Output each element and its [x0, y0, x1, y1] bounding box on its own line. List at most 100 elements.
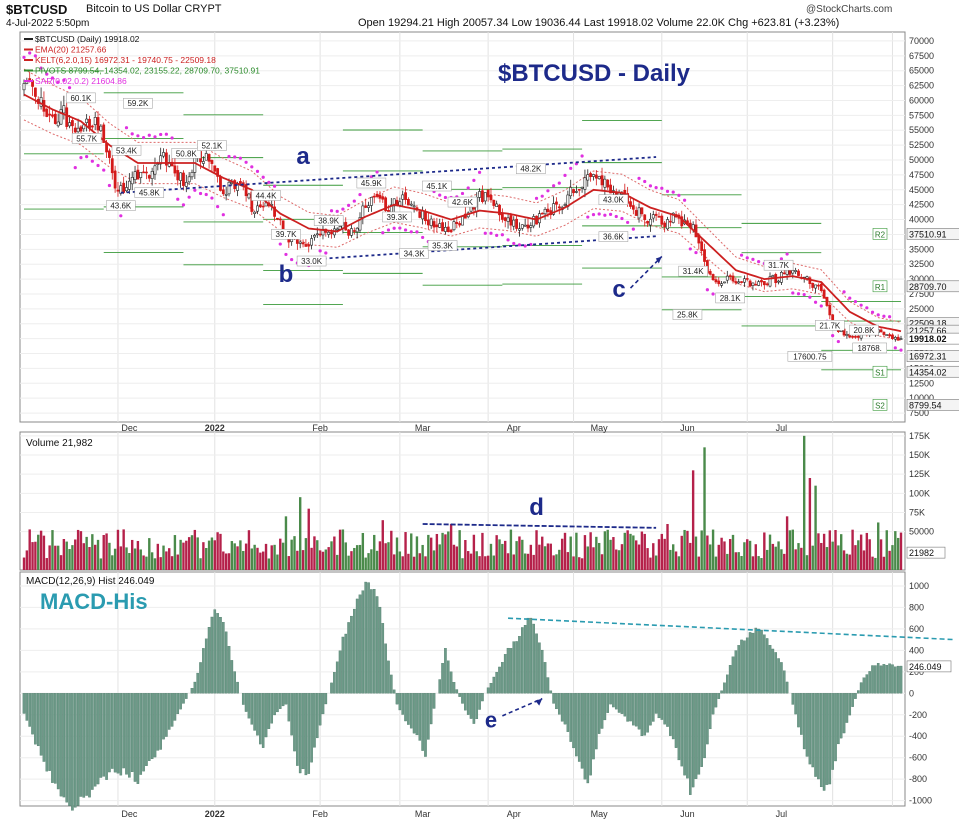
- volume-bar: [765, 549, 769, 570]
- volume-bar: [387, 542, 390, 570]
- candle-body: [122, 182, 126, 193]
- macd-hist-bar: [412, 693, 416, 734]
- volume-bar: [261, 551, 265, 570]
- macd-hist-bar: [401, 693, 404, 715]
- sar-dot: [261, 175, 265, 179]
- sar-dot: [198, 191, 203, 196]
- macd-hist-bar: [42, 693, 46, 762]
- volume-bar: [370, 549, 373, 570]
- candle-body: [728, 275, 732, 277]
- sar-dot: [688, 247, 692, 251]
- candle-body: [125, 187, 128, 192]
- right-price-label: 19918.02: [909, 334, 947, 344]
- sar-dot: [28, 51, 32, 55]
- candle-body: [136, 169, 140, 180]
- candle-body: [424, 211, 427, 222]
- volume-bar: [717, 544, 720, 570]
- macd-hist-bar: [378, 606, 382, 694]
- volume-bar: [299, 497, 302, 570]
- macd-hist-bar: [580, 693, 584, 769]
- volume-bar: [341, 529, 345, 570]
- volume-bar: [629, 533, 632, 570]
- candle-body: [896, 336, 900, 341]
- swing-label-box: [271, 228, 301, 240]
- macd-hist-bar: [119, 693, 123, 776]
- macd-hist-bar: [432, 693, 436, 709]
- macd-hist-bar: [854, 693, 857, 699]
- volume-bar: [415, 536, 419, 570]
- volume-bar: [392, 554, 396, 570]
- sar-dot: [796, 292, 801, 296]
- candle-body: [899, 338, 903, 340]
- macd-hist-bar: [671, 693, 675, 740]
- volume-y-tick-label: 150K: [909, 450, 930, 460]
- volume-bar: [464, 540, 467, 570]
- candle-body: [768, 276, 772, 287]
- sar-dot: [705, 288, 709, 292]
- macd-x-tick-label: May: [591, 809, 609, 819]
- candle-body: [836, 330, 840, 332]
- candle-body: [150, 171, 154, 179]
- sar-dot: [643, 179, 647, 184]
- sar-dot: [586, 215, 590, 219]
- macd-hist-bar: [210, 616, 214, 694]
- sar-dot: [620, 216, 624, 221]
- macd-hist-bar: [717, 693, 721, 699]
- swing-label: 45.8K: [139, 189, 161, 198]
- volume-bar: [714, 556, 718, 570]
- candle-body: [392, 198, 396, 207]
- candle-body: [133, 171, 137, 181]
- macd-hist-bar: [549, 690, 553, 694]
- sar-dot: [392, 226, 396, 230]
- macd-hist-bar: [355, 598, 359, 694]
- macd-hist-bar: [179, 693, 182, 710]
- macd-hist-bar: [857, 690, 860, 694]
- volume-bar: [501, 543, 504, 570]
- volume-bar: [233, 543, 236, 570]
- volume-bar: [384, 543, 387, 570]
- volume-bar: [680, 535, 683, 570]
- sar-dot: [677, 193, 681, 197]
- sar-dot: [785, 252, 789, 256]
- volume-bar: [566, 552, 570, 570]
- macd-hist-bar: [680, 693, 684, 767]
- sar-dot: [631, 227, 635, 231]
- candle-body: [757, 281, 761, 286]
- macd-hist-bar: [82, 693, 86, 798]
- macd-hist-bar: [885, 665, 889, 694]
- candle-body: [224, 194, 228, 196]
- legend-entry: $BTCUSD (Daily) 19918.02: [35, 34, 140, 44]
- candle-body: [310, 238, 313, 246]
- volume-bar: [689, 542, 692, 570]
- swing-label-box: [356, 177, 387, 189]
- sar-dot: [882, 314, 886, 318]
- candle-body: [794, 270, 798, 272]
- volume-bar: [313, 536, 316, 570]
- volume-bar: [22, 557, 26, 570]
- chart-datetime: 4-Jul-2022 5:50pm: [6, 18, 90, 29]
- volume-bar: [899, 532, 903, 570]
- volume-bar: [244, 543, 248, 570]
- macd-hist-bar: [782, 670, 786, 694]
- candle-body: [740, 281, 743, 283]
- macd-hist-bar: [185, 693, 188, 699]
- macd-hist-bar: [176, 693, 180, 715]
- macd-hist-bar: [501, 662, 504, 694]
- swing-label-box: [197, 140, 227, 151]
- macd-hist-bar: [230, 660, 234, 694]
- candle-body: [797, 270, 800, 276]
- swing-label-box: [852, 342, 887, 354]
- macd-last-label: 246.049: [909, 662, 942, 672]
- macd-hist-bar: [597, 693, 601, 734]
- sar-dot: [421, 235, 425, 240]
- swing-label: 38.9K: [318, 217, 340, 226]
- candle-body: [409, 203, 413, 206]
- candle-body: [708, 271, 712, 275]
- macd-hist-bar: [851, 693, 854, 707]
- candle-body: [606, 179, 610, 188]
- volume-bar: [68, 549, 71, 570]
- candle-body: [219, 176, 222, 191]
- candle-body: [273, 206, 276, 217]
- volume-bar: [54, 545, 57, 570]
- candle-body: [216, 168, 220, 177]
